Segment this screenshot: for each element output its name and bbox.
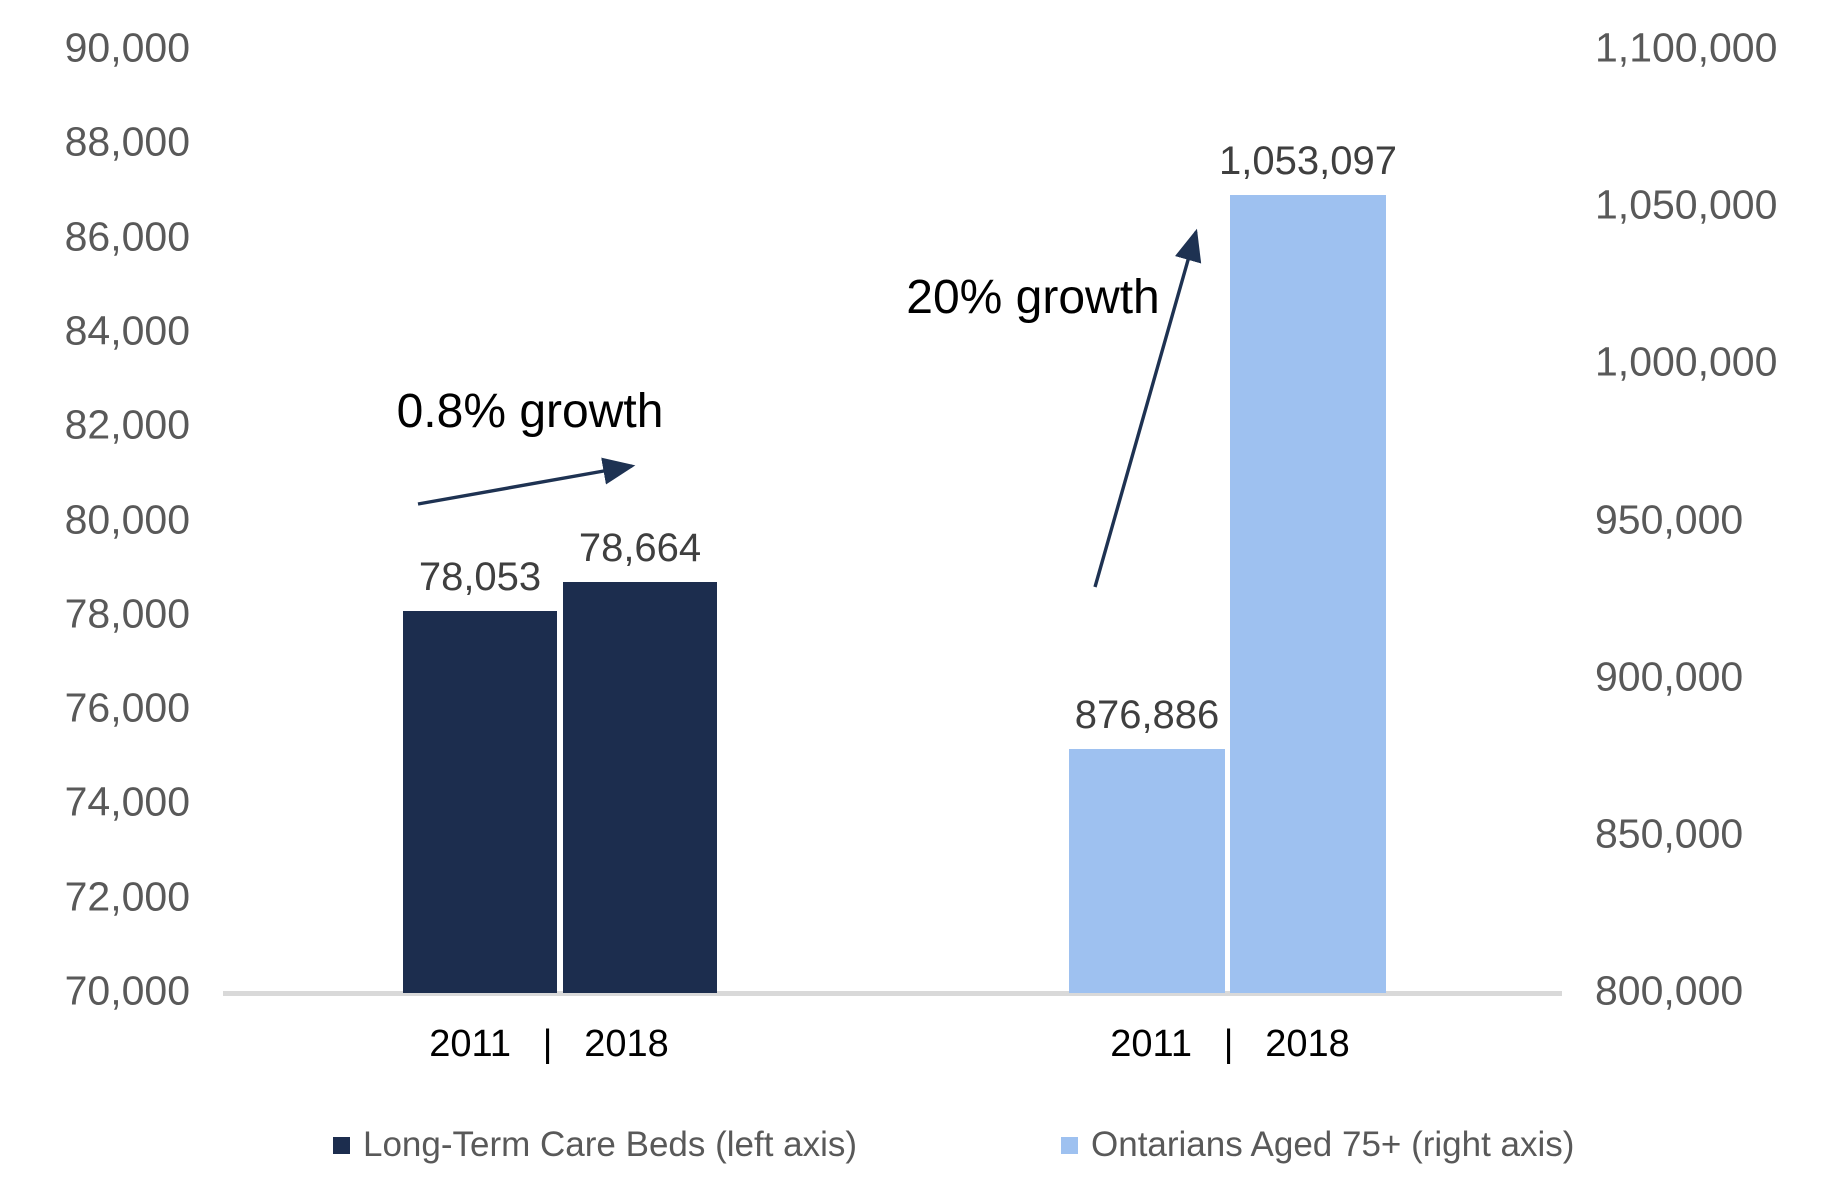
- left-axis-tick: 86,000: [64, 213, 190, 260]
- right-axis-tick: 800,000: [1595, 967, 1744, 1014]
- left-axis-tick: 84,000: [64, 307, 190, 354]
- aged-legend-label: Ontarians Aged 75+ (right axis): [1091, 1125, 1575, 1164]
- aged-legend-swatch-icon: [1061, 1136, 1078, 1154]
- bar-aged-2011: [1069, 749, 1225, 993]
- bar-aged-2018: [1230, 195, 1386, 993]
- left-axis-tick: 76,000: [64, 684, 190, 731]
- value-label-aged-2011: 876,886: [1074, 693, 1220, 738]
- right-axis-tick: 850,000: [1595, 810, 1744, 857]
- left-axis-tick: 90,000: [64, 24, 190, 71]
- left-axis-tick: 88,000: [64, 118, 190, 165]
- x-label-aged-years: 2011 | 2018: [1110, 1023, 1350, 1065]
- left-axis-tick: 78,000: [64, 590, 190, 637]
- left-axis-tick: 80,000: [64, 496, 190, 542]
- right-axis-tick: 1,000,000: [1595, 338, 1778, 385]
- right-axis-tick: 950,000: [1595, 496, 1744, 542]
- bar-beds-2011: [403, 611, 557, 993]
- x-axis-line: [223, 991, 1562, 996]
- value-label-aged-2018: 1,053,097: [1219, 139, 1397, 184]
- left-axis-tick: 82,000: [64, 401, 190, 448]
- left-axis-tick: 74,000: [64, 778, 190, 825]
- legend-item-aged: Ontarians Aged 75+ (right axis): [1061, 1124, 1574, 1166]
- beds-growth-annotation: 0.8% growth: [396, 385, 664, 438]
- beds-legend-swatch-icon: [333, 1136, 350, 1154]
- left-axis-tick: 72,000: [64, 873, 190, 920]
- right-axis-tick: 900,000: [1595, 653, 1744, 700]
- right-axis-tick: 1,050,000: [1595, 181, 1778, 228]
- value-label-beds-2018: 78,664: [578, 526, 702, 571]
- x-label-beds-years: 2011 | 2018: [429, 1023, 669, 1065]
- right-axis-tick: 1,100,000: [1595, 24, 1778, 71]
- value-label-beds-2011: 78,053: [418, 555, 542, 600]
- beds-growth-arrow: [417, 457, 636, 506]
- bar-beds-2018: [563, 582, 717, 993]
- legend-item-beds: Long-Term Care Beds (left axis): [333, 1124, 857, 1166]
- beds-legend-label: Long-Term Care Beds (left axis): [363, 1125, 858, 1164]
- aged-growth-annotation: 20% growth: [906, 271, 1160, 324]
- left-axis-tick: 70,000: [64, 967, 190, 1014]
